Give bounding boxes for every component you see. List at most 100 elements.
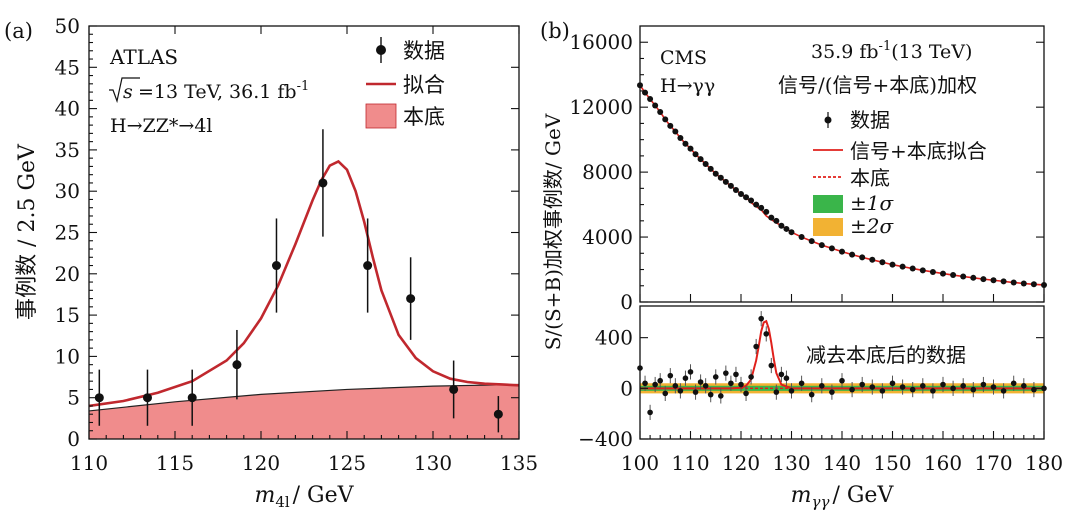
y-tick-label: 15 [55,303,80,327]
x-axis: 110 115 120 125 130 135 [70,26,538,475]
residual-point [940,376,946,393]
residual-point [839,373,845,389]
data-point [768,214,775,221]
y-tick-label: 8000 [582,160,633,184]
x-tick-label: 100 [621,451,659,475]
data-point [849,251,856,258]
x-tick-label: 140 [823,451,861,475]
data-point [187,369,197,426]
residual-point [657,373,663,389]
fit-curve [88,159,520,408]
process-label: H→γγ [660,75,715,97]
svg-text:±2σ: ±2σ [850,214,894,238]
svg-text:拟合: 拟合 [403,73,445,97]
legend-two-sigma: ±2σ [813,214,894,238]
data-point [722,178,729,185]
residual-point [763,326,770,342]
x-tick-label: 160 [924,451,962,475]
residual-point [889,375,896,391]
residual-point [1010,375,1017,391]
data-point [271,218,281,313]
data-point [909,265,916,272]
data-point [652,102,659,109]
residual-point [1000,383,1007,399]
sb-fit-curve [639,84,1045,286]
data-point [717,174,724,181]
data-point [647,96,654,103]
residual-point [718,388,724,404]
data-point [748,197,755,204]
legend-data: 数据 [376,37,445,63]
legend: 数据 信号+本底拟合 本底 ±1σ ±2σ [813,108,987,238]
y-tick-label: 0 [620,376,633,400]
data-point [142,369,152,426]
data-point [738,191,744,198]
residual-label: 减去本底后的数据 [806,343,966,367]
residual-point [1021,378,1027,394]
x-tick-label: 150 [873,451,911,475]
residual-point [980,376,987,393]
data-point [778,222,785,229]
data-point [682,140,689,147]
legend-background: 本底 [813,166,890,190]
y-tick-label: 5 [67,386,80,410]
data-point [960,273,967,280]
residual-points [637,311,1047,420]
panel-a: (a) 110 115 120 125 130 135 0 5 10 15 20 25 30 35 40 4… [4,14,538,511]
residual-point [697,374,704,390]
data-point [753,201,760,208]
residual-point [808,387,815,403]
y-tick-label: 40 [55,97,80,121]
data-point [1030,281,1037,288]
background-area [89,384,519,439]
x-tick-label: 120 [242,451,280,475]
legend-background: 本底 [365,103,445,129]
y-tick-label: 25 [55,221,80,245]
process-label: H→ZZ*→4l [110,115,212,137]
residual-point [869,379,876,395]
data-point [672,128,679,135]
y-tick-label: 10 [55,344,80,368]
data-point [940,270,946,277]
residual-point [667,368,674,384]
data-point [94,369,104,426]
residual-point [662,385,669,401]
y-axis: 0 5 10 15 20 25 30 35 40 45 50 [55,14,519,451]
residual-point [682,370,689,386]
residual-point [647,404,653,420]
residual-point [970,382,977,398]
residual-point [748,369,754,385]
y-tick-label: 4000 [582,225,633,249]
legend-one-sigma: ±1σ [813,191,894,215]
x-tick-label: 120 [722,451,760,475]
data-point [493,396,503,433]
weighting-label: 信号/(信号+本底)加权 [778,73,977,97]
data-point [783,225,790,232]
data-point [732,186,739,193]
data-point [788,229,795,236]
data-point [828,245,835,252]
residual-point [712,369,719,385]
data-point [1020,280,1027,287]
data-point [707,165,714,172]
data-point [449,360,459,419]
experiment-label: ATLAS [109,45,178,69]
data-points [94,129,503,433]
legend-sb-fit: 信号+本底拟合 [813,139,987,163]
x-tick-label: 180 [1025,451,1063,475]
residual-point [783,370,790,386]
residual-point [859,376,865,393]
residual-point [672,378,679,394]
data-point [950,272,957,279]
residual-point [702,378,709,394]
data-points [637,82,1047,288]
data-point [1000,278,1007,285]
residual-point [738,376,744,393]
data-point [318,129,328,237]
y-tick-label: 35 [55,138,80,162]
residual-point [788,383,795,399]
data-point [677,135,684,142]
data-point [879,259,886,266]
